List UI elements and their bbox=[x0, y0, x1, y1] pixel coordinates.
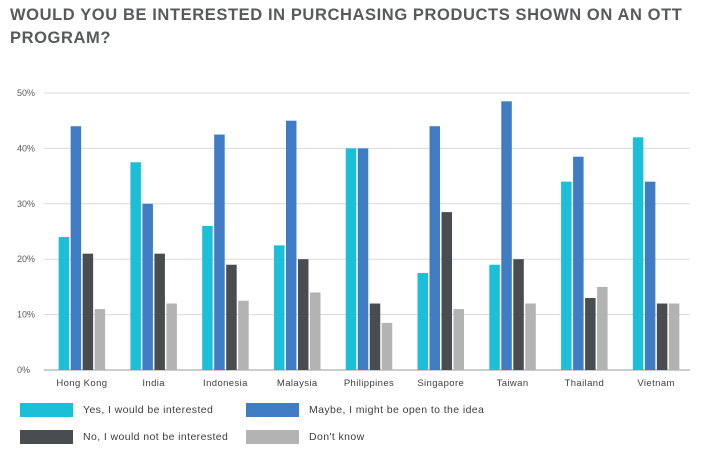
legend-swatch-no bbox=[20, 430, 73, 444]
x-tick-label: Hong Kong bbox=[56, 378, 107, 389]
y-tick-label: 30% bbox=[17, 199, 35, 209]
bar bbox=[585, 297, 596, 370]
bar bbox=[381, 322, 393, 370]
bar bbox=[417, 273, 429, 370]
legend-label-no: No, I would not be interested bbox=[83, 431, 229, 443]
bar bbox=[656, 303, 668, 370]
bar bbox=[597, 286, 608, 370]
legend-item-no: No, I would not be interested bbox=[20, 430, 228, 444]
legend-swatch-maybe bbox=[246, 403, 299, 417]
bar bbox=[238, 300, 249, 370]
bar bbox=[154, 253, 165, 370]
bar bbox=[58, 237, 70, 370]
bar bbox=[94, 309, 106, 370]
bar bbox=[525, 303, 536, 370]
bar bbox=[644, 181, 656, 370]
legend-item-dont-know: Don't know bbox=[246, 430, 365, 444]
bar bbox=[70, 126, 82, 371]
bar bbox=[513, 259, 524, 370]
legend-label-yes: Yes, I would be interested bbox=[83, 404, 214, 416]
bar bbox=[309, 292, 321, 370]
bar bbox=[82, 253, 94, 370]
bar bbox=[285, 120, 297, 370]
x-tick-label: Thailand bbox=[565, 378, 605, 389]
bar bbox=[214, 134, 225, 370]
bar bbox=[142, 203, 153, 370]
x-tick-label: Taiwan bbox=[497, 378, 529, 389]
x-tick-label: India bbox=[142, 378, 165, 389]
x-tick-label: Indonesia bbox=[203, 378, 248, 389]
bar bbox=[489, 264, 500, 370]
bar bbox=[453, 309, 465, 370]
bar bbox=[668, 303, 680, 370]
bar bbox=[166, 303, 177, 370]
bar bbox=[273, 245, 285, 370]
y-tick-label: 20% bbox=[17, 254, 35, 264]
bar bbox=[357, 148, 369, 370]
legend-swatch-yes bbox=[20, 403, 73, 417]
legend-item-yes: Yes, I would be interested bbox=[20, 403, 213, 417]
bar bbox=[369, 303, 381, 370]
bar bbox=[297, 259, 309, 370]
bar bbox=[202, 225, 213, 370]
bar bbox=[573, 156, 584, 370]
bar bbox=[130, 162, 141, 370]
legend-item-maybe: Maybe, I might be open to the idea bbox=[246, 403, 484, 417]
bar bbox=[429, 126, 441, 371]
bar bbox=[226, 264, 237, 370]
y-tick-label: 50% bbox=[17, 88, 35, 98]
y-tick-label: 40% bbox=[17, 143, 35, 153]
y-tick-label: 10% bbox=[17, 310, 35, 320]
y-tick-label: 0% bbox=[17, 365, 30, 375]
legend-swatch-dont-know bbox=[246, 430, 299, 444]
x-tick-label: Vietnam bbox=[637, 378, 674, 389]
bar bbox=[561, 181, 572, 370]
legend-label-dont-know: Don't know bbox=[309, 431, 365, 443]
bar bbox=[441, 212, 453, 370]
bar bbox=[345, 148, 357, 370]
x-tick-label: Philippines bbox=[344, 378, 394, 389]
x-tick-label: Singapore bbox=[417, 378, 464, 389]
chart-title: WOULD YOU BE INTERESTED IN PURCHASING PR… bbox=[10, 6, 683, 47]
bar bbox=[632, 137, 644, 370]
bar bbox=[501, 101, 512, 370]
x-tick-label: Malaysia bbox=[277, 378, 318, 389]
legend-label-maybe: Maybe, I might be open to the idea bbox=[309, 404, 485, 416]
